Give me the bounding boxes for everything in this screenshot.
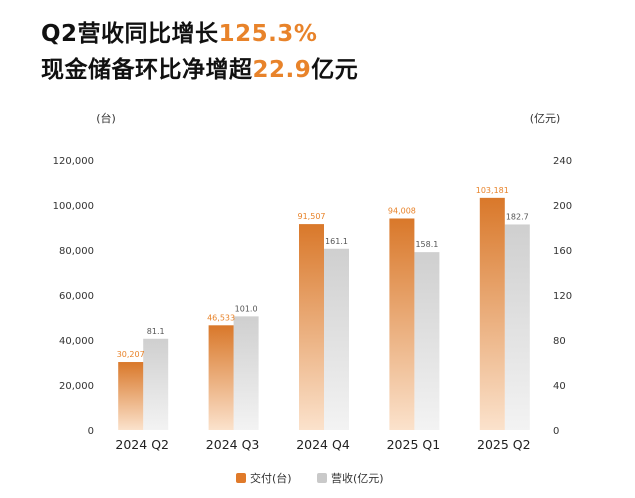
bar-revenue: [233, 316, 259, 430]
headline-line-2-text: 现金储备环比净增超: [41, 57, 253, 83]
left-axis-ticks: 0 20,000 40,000 60,000 80,000 100,000 120,000: [53, 156, 94, 437]
data-label-revenue: 101.0: [235, 304, 258, 313]
bar-delivery: [299, 224, 324, 430]
right-tick-label: 200: [553, 201, 572, 212]
legend-swatch-revenue: [317, 473, 327, 483]
data-label-delivery: 30,207: [117, 350, 145, 359]
bar-delivery: [208, 325, 234, 430]
data-label-delivery: 94,008: [388, 206, 416, 215]
bar-revenue: [504, 224, 530, 430]
x-tick-label: 2025 Q2: [477, 437, 531, 452]
left-tick-label: 0: [88, 426, 94, 437]
x-tick-label: 2024 Q2: [115, 437, 169, 452]
data-label-delivery: 103,181: [476, 186, 509, 195]
cash-increase-unit: 亿元: [311, 57, 359, 83]
right-tick-label: 160: [553, 246, 572, 257]
data-label-revenue: 161.1: [325, 237, 348, 246]
bar-delivery: [389, 218, 415, 430]
x-tick-label: 2024 Q3: [206, 437, 260, 452]
data-label-revenue: 158.1: [415, 240, 438, 249]
revenue-growth-unit: %: [293, 21, 318, 47]
legend-label-delivery: 交付(台): [250, 471, 292, 485]
cash-increase-value: 22.9: [252, 57, 312, 83]
bar-revenue: [414, 252, 440, 430]
right-axis-unit: (亿元): [530, 112, 561, 125]
legend: 交付(台) 营收(亿元): [236, 471, 384, 485]
right-tick-label: 40: [553, 381, 566, 392]
headline-line-2: 现金储备环比净增超22.9亿元: [41, 50, 358, 84]
left-tick-label: 20,000: [59, 381, 94, 392]
right-tick-label: 80: [553, 336, 566, 347]
data-label-delivery: 91,507: [298, 212, 326, 221]
data-label-revenue: 81.1: [147, 327, 165, 336]
left-tick-label: 60,000: [59, 291, 94, 302]
bar-delivery: [118, 362, 144, 430]
right-tick-label: 120: [553, 291, 572, 302]
right-axis-ticks: 0 40 80 120 160 200 240: [553, 156, 572, 437]
bar-delivery: [479, 197, 505, 430]
legend-swatch-delivery: [236, 473, 246, 483]
x-axis-labels: 2024 Q2 2024 Q3 2024 Q4 2025 Q1 2025 Q2: [115, 437, 530, 452]
left-tick-label: 100,000: [53, 201, 94, 212]
headline-line-1-text: Q2营收同比增长: [41, 21, 219, 47]
bar-revenue: [324, 248, 349, 430]
x-tick-label: 2025 Q1: [387, 437, 441, 452]
bar-revenue: [143, 338, 169, 430]
right-tick-label: 240: [553, 156, 572, 167]
right-tick-label: 0: [553, 426, 559, 437]
left-tick-label: 120,000: [53, 156, 94, 167]
data-label-delivery: 46,533: [207, 313, 235, 322]
left-axis-unit: (台): [96, 111, 116, 125]
left-tick-label: 80,000: [59, 246, 94, 257]
headline-line-1: Q2营收同比增长125.3%: [41, 14, 317, 48]
revenue-growth-value: 125.3: [218, 21, 294, 47]
x-tick-label: 2024 Q4: [296, 437, 350, 452]
legend-label-revenue: 营收(亿元): [331, 471, 384, 485]
left-tick-label: 40,000: [59, 336, 94, 347]
data-label-revenue: 182.7: [506, 212, 529, 221]
